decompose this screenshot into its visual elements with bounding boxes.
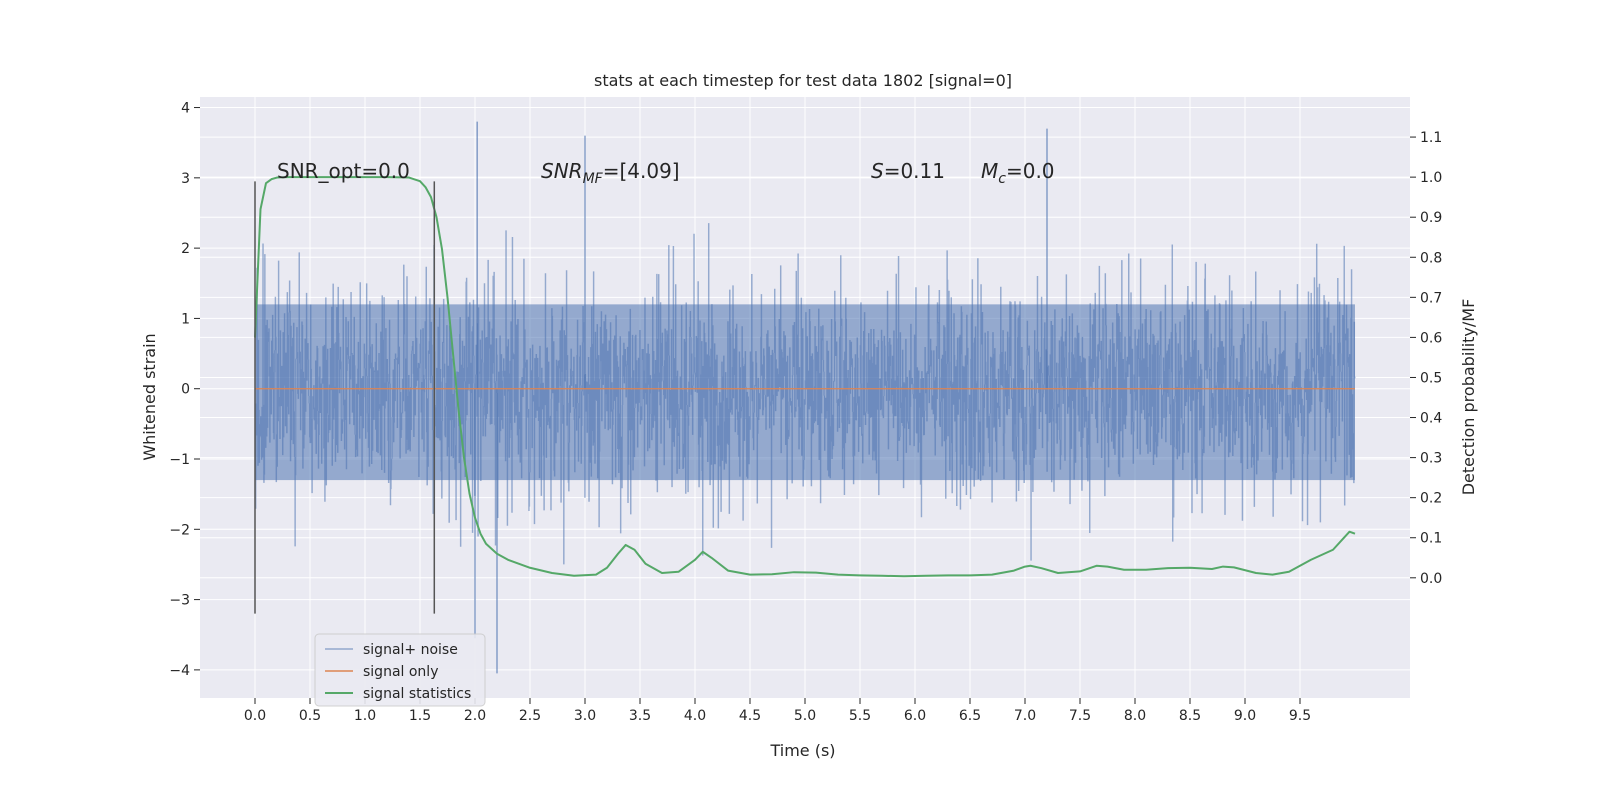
y-tick-label: 0 [181, 382, 190, 398]
chart-title: stats at each timestep for test data 180… [594, 71, 1012, 90]
y2-tick-label: 0.0 [1420, 571, 1442, 587]
y-tick-label: 2 [181, 241, 190, 257]
x-tick-label: 2.0 [464, 708, 486, 724]
legend-label: signal only [363, 664, 438, 680]
annotation-symbol: M [981, 159, 998, 183]
x-tick-label: 1.0 [354, 708, 376, 724]
y-axis-label: Whitened strain [140, 333, 159, 460]
x-tick-label: 6.5 [959, 708, 981, 724]
annotation-snr_opt: SNR_opt=0.0 [277, 159, 410, 183]
annotation-symbol: SNR [541, 159, 583, 183]
y2-tick-label: 0.5 [1420, 370, 1442, 386]
y-tick-label: 4 [181, 101, 190, 117]
annotation-subscript: c [998, 171, 1006, 187]
annotation-value: =0.0 [1006, 159, 1055, 183]
annotation-value: =0.11 [884, 159, 945, 183]
y2-tick-label: 1.1 [1420, 130, 1442, 146]
legend-label: signal statistics [363, 686, 471, 702]
y-tick-label: −3 [169, 593, 190, 609]
x-tick-label: 7.0 [1014, 708, 1036, 724]
legend: signal+ noise signal only signal statistic… [314, 633, 486, 707]
annotation-mc: Mc=0.0 [981, 159, 1055, 187]
x-tick-label: 4.0 [684, 708, 706, 724]
x-axis-ticks: 0.0 0.5 1.0 1.5 2.0 2.5 3.0 3.5 4.0 4.5 5.0 5.5 6.0 6… [244, 698, 1311, 724]
legend-box [314, 633, 486, 707]
y2-tick-label: 1.0 [1420, 170, 1442, 186]
annotation-value: =[4.09] [603, 159, 680, 183]
y2-axis-ticks: 0.0 0.1 0.2 0.3 0.4 0.5 0.6 0.7 0.8 0.9 1.0 1.1 [1410, 130, 1442, 587]
x-tick-label: 0.0 [244, 708, 266, 724]
x-tick-label: 5.0 [794, 708, 816, 724]
x-tick-label: 4.5 [739, 708, 761, 724]
annotation-subscript: MF [583, 171, 604, 187]
x-tick-label: 9.0 [1234, 708, 1256, 724]
x-tick-label: 1.5 [409, 708, 431, 724]
annotation-symbol: S [871, 159, 884, 183]
y-tick-label: −2 [169, 522, 190, 538]
x-tick-label: 0.5 [299, 708, 321, 724]
y-tick-label: −4 [169, 663, 190, 679]
x-tick-label: 8.0 [1124, 708, 1146, 724]
vertical-markers [254, 181, 436, 614]
x-axis-label: Time (s) [769, 741, 835, 760]
plot-area [200, 97, 1410, 698]
y2-tick-label: 0.9 [1420, 210, 1442, 226]
annotation-s_stat: S=0.11 [871, 159, 945, 183]
legend-label: signal+ noise [363, 642, 458, 658]
y2-tick-label: 0.3 [1420, 451, 1442, 467]
y-tick-label: 1 [181, 311, 190, 327]
x-tick-label: 9.5 [1289, 708, 1311, 724]
x-tick-label: 7.5 [1069, 708, 1091, 724]
series-layer [254, 176, 1356, 578]
signal-noise-series [254, 121, 1356, 674]
signal-statistics-line [254, 176, 1356, 578]
x-tick-label: 5.5 [849, 708, 871, 724]
y2-tick-label: 0.1 [1420, 531, 1442, 547]
annotations: SNR_opt=0.0 SNRMF=[4.09] S=0.11 Mc=0.0 [277, 159, 1055, 187]
y2-tick-label: 0.2 [1420, 491, 1442, 507]
x-tick-label: 3.0 [574, 708, 596, 724]
y2-tick-label: 0.4 [1420, 411, 1442, 427]
y-tick-label: −1 [169, 452, 190, 468]
x-tick-label: 3.5 [629, 708, 651, 724]
annotation-snr_mf: SNRMF=[4.09] [541, 159, 680, 187]
y-axis-ticks: −4 −3 −2 −1 0 1 2 3 4 [169, 101, 200, 679]
x-tick-label: 6.0 [904, 708, 926, 724]
y2-tick-label: 0.8 [1420, 250, 1442, 266]
y2-axis-label: Detection probability/MF [1459, 299, 1478, 496]
y2-tick-label: 0.6 [1420, 330, 1442, 346]
y2-tick-label: 0.7 [1420, 290, 1442, 306]
x-tick-label: 2.5 [519, 708, 541, 724]
y-tick-label: 3 [181, 171, 190, 187]
x-tick-label: 8.5 [1179, 708, 1201, 724]
